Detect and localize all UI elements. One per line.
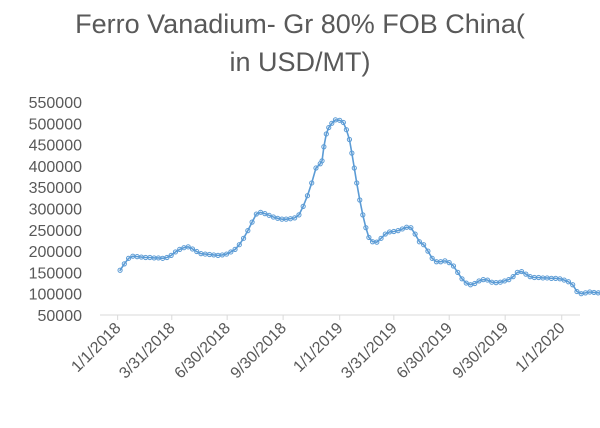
data-point (395, 228, 401, 234)
data-point (374, 239, 380, 245)
y-axis: 50000 100000 150000 200000 250000 300000 35000… (29, 95, 82, 325)
data-point (266, 212, 272, 218)
data-point (253, 211, 259, 217)
x-tick-label: 1/1/2020 (513, 320, 569, 376)
data-point (570, 282, 576, 288)
data-point (412, 231, 418, 237)
data-point (463, 280, 469, 286)
y-tick-label: 50000 (38, 308, 83, 325)
data-point (319, 158, 325, 164)
data-point (523, 271, 529, 277)
x-tick-label: 6/30/2019 (394, 320, 456, 382)
data-point (450, 263, 457, 269)
x-tick-label: 9/30/2018 (228, 320, 290, 382)
data-point (168, 252, 174, 258)
data-point (177, 246, 183, 252)
data-point (249, 219, 255, 225)
data-point (189, 246, 196, 252)
data-point (382, 231, 388, 237)
y-tick-label: 200000 (29, 244, 82, 261)
y-tick-label: 550000 (29, 95, 82, 112)
y-tick-label: 250000 (29, 223, 82, 240)
y-tick-label: 450000 (29, 138, 82, 155)
chart-title-line-1: Ferro Vanadium- Gr 80% FOB China( (75, 9, 525, 39)
data-point (455, 269, 461, 275)
x-tick-label: 6/30/2018 (172, 320, 234, 382)
data-point (351, 165, 357, 171)
data-point (561, 277, 567, 283)
data-point (343, 127, 349, 133)
data-point (574, 288, 580, 295)
data-point (446, 260, 452, 266)
data-point (304, 193, 311, 199)
data-point (329, 120, 335, 126)
data-point (321, 144, 327, 150)
data-point (236, 242, 242, 248)
data-point (506, 277, 512, 283)
y-tick-label: 500000 (29, 116, 82, 133)
data-point (408, 225, 414, 231)
data-point (172, 249, 179, 255)
y-tick-label: 400000 (29, 159, 82, 176)
data-point (366, 234, 372, 241)
data-point (519, 268, 525, 275)
series-layer (117, 117, 600, 297)
data-point (354, 180, 360, 186)
data-point (346, 136, 353, 143)
y-tick-label: 300000 (29, 202, 82, 219)
data-point (125, 255, 132, 261)
chart-title-line-2: in USD/MT) (230, 47, 371, 77)
x-tick-label: 3/31/2019 (338, 320, 400, 382)
x-tick-label: 3/31/2018 (116, 320, 178, 382)
data-point (425, 248, 431, 254)
x-tick-label: 1/1/2019 (290, 320, 346, 376)
data-point (484, 277, 491, 283)
data-point (309, 180, 315, 186)
y-tick-label: 150000 (29, 265, 82, 282)
data-point (313, 165, 319, 171)
data-point (363, 225, 369, 231)
data-point (510, 274, 516, 280)
data-point (421, 242, 427, 248)
data-point (337, 117, 343, 123)
data-point (262, 211, 268, 217)
data-point (416, 239, 422, 245)
data-point (565, 279, 572, 285)
data-point (240, 235, 247, 241)
data-point (185, 244, 191, 250)
data-point (326, 124, 332, 131)
data-point (300, 203, 306, 209)
x-tick-label: 1/1/2018 (68, 320, 124, 376)
data-point (232, 246, 238, 252)
series-line (119, 119, 600, 295)
data-point (442, 258, 448, 264)
data-point (245, 228, 251, 234)
data-point (459, 276, 465, 282)
x-tick-label: 9/30/2019 (450, 320, 512, 382)
data-point (223, 251, 230, 257)
data-point (228, 249, 234, 255)
data-point (292, 215, 298, 221)
data-point (378, 235, 384, 241)
data-point (164, 254, 170, 261)
data-point (323, 131, 329, 137)
data-point (296, 212, 302, 218)
data-point (121, 261, 127, 267)
data-point (360, 212, 366, 218)
data-point (429, 255, 435, 261)
data-point (357, 197, 363, 203)
data-point (595, 290, 600, 296)
y-tick-label: 100000 (29, 287, 82, 304)
data-point (399, 226, 405, 232)
data-point (194, 248, 200, 255)
y-tick-label: 350000 (29, 180, 82, 197)
data-point (472, 280, 478, 287)
data-point (349, 150, 355, 156)
data-point (117, 267, 123, 273)
data-point (340, 119, 346, 126)
